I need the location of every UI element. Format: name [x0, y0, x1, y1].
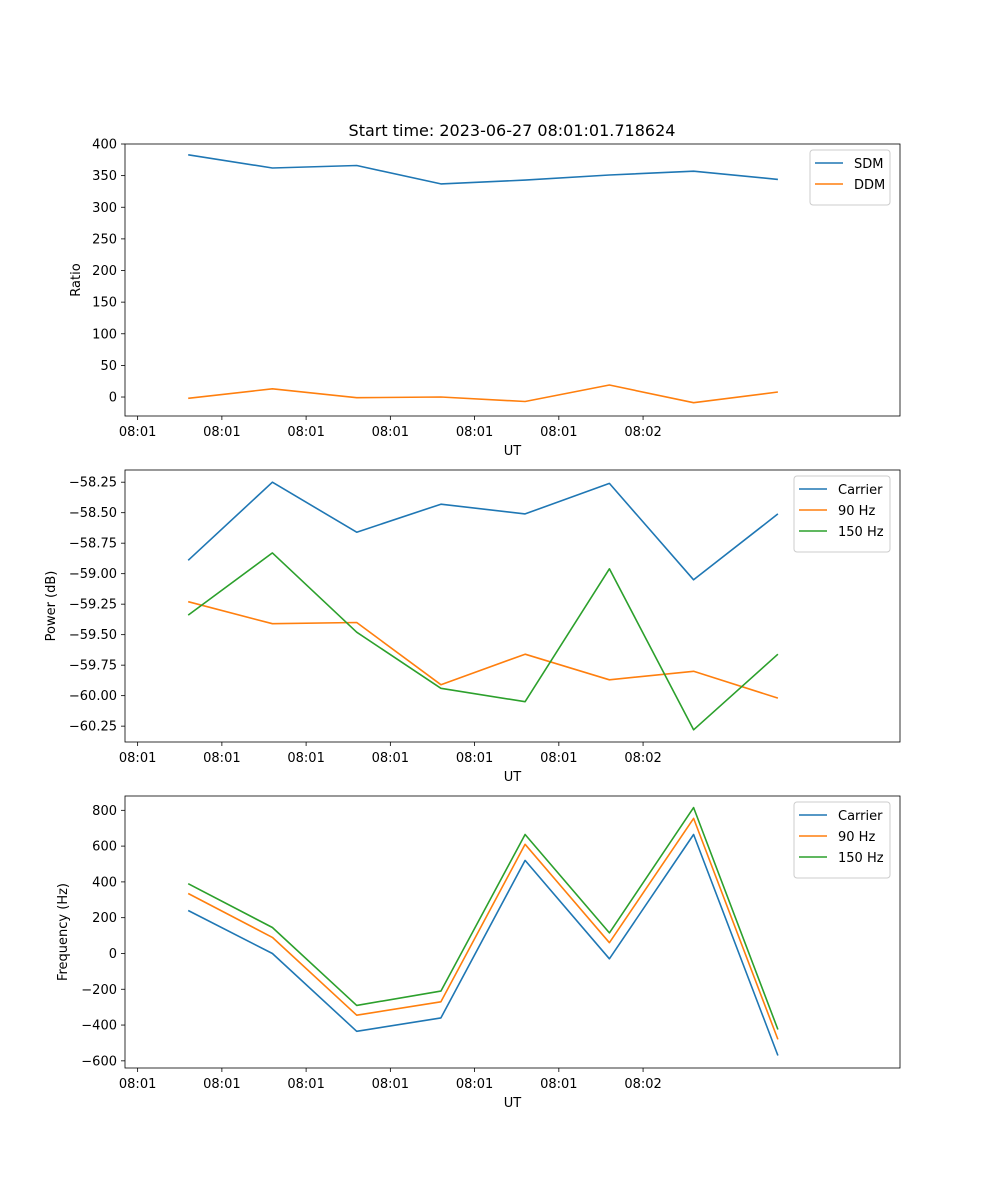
legend-label: 90 Hz [838, 504, 875, 519]
x-tick-label: 08:02 [624, 425, 661, 440]
axes-frame [124, 469, 901, 743]
y-tick-label: 200 [92, 264, 117, 279]
legend-label: DDM [854, 178, 885, 193]
legend: Carrier 90 Hz 150 Hz [793, 475, 891, 553]
x-tick-label: 08:01 [456, 1077, 493, 1092]
x-tick-label: 08:01 [119, 751, 156, 766]
y-tick-label: 150 [92, 296, 117, 311]
x-tick-label: 08:01 [372, 1077, 409, 1092]
legend: Carrier 90 Hz 150 Hz [793, 801, 891, 879]
legend: SDM DDM [809, 149, 891, 206]
y-tick-label: −400 [81, 1019, 117, 1034]
y-tick-label: 0 [109, 947, 117, 962]
x-tick-label: 08:02 [624, 1077, 661, 1092]
y-tick-label: −200 [81, 983, 117, 998]
x-tick-label: 08:01 [540, 751, 577, 766]
y-tick-label: 50 [100, 359, 117, 374]
legend-label: 90 Hz [838, 830, 875, 845]
legend-label: 150 Hz [838, 525, 884, 540]
x-tick-label: 08:01 [203, 1077, 240, 1092]
legend-box [793, 801, 891, 879]
y-tick-label: 100 [92, 327, 117, 342]
x-tick-label: 08:01 [203, 425, 240, 440]
y-tick-label: 600 [92, 840, 117, 855]
x-tick-label: 08:01 [540, 1077, 577, 1092]
x-tick-label: 08:01 [456, 751, 493, 766]
y-tick-label: −58.75 [69, 537, 117, 552]
legend-label: Carrier [838, 483, 883, 498]
x-axis-label: UT [504, 1096, 522, 1111]
x-axis-label: UT [504, 444, 522, 459]
axes-frame [124, 143, 901, 417]
y-tick-label: −58.50 [69, 506, 117, 521]
y-tick-label: 0 [109, 391, 117, 406]
legend-label: 150 Hz [838, 851, 884, 866]
legend-box [793, 475, 891, 553]
series-line-carrier [187, 833, 779, 1056]
figure-title: Start time: 2023-06-27 08:01:01.718624 [349, 121, 676, 140]
x-tick-label: 08:01 [287, 751, 324, 766]
x-tick-label: 08:01 [540, 425, 577, 440]
series-line-sdm [188, 154, 778, 185]
y-tick-label: 400 [92, 875, 117, 890]
legend-label: SDM [854, 157, 883, 172]
subplots: 08:01 08:01 08:01 08:01 08:01 08:01 08:02 0 50 10… [44, 138, 901, 1111]
x-tick-label: 08:02 [624, 751, 661, 766]
y-tick-label: 300 [92, 201, 117, 216]
series-line-90-hz [187, 600, 779, 699]
x-tick-label: 08:01 [119, 1077, 156, 1092]
x-tick-label: 08:01 [372, 425, 409, 440]
subplot-3: 08:01 08:01 08:01 08:01 08:01 08:01 08:02 800 60… [56, 795, 901, 1111]
series-line-150-hz [187, 552, 779, 731]
y-tick-label: −58.25 [69, 476, 117, 491]
y-tick-label: −600 [81, 1054, 117, 1069]
y-tick-label: 350 [92, 169, 117, 184]
y-tick-label: 800 [92, 804, 117, 819]
y-tick-label: 250 [92, 232, 117, 247]
x-tick-label: 08:01 [456, 425, 493, 440]
series-line-carrier [187, 481, 779, 581]
y-axis-label: Power (dB) [44, 571, 59, 642]
y-tick-label: −59.00 [69, 567, 117, 582]
y-tick-label: −59.50 [69, 628, 117, 643]
legend-label: Carrier [838, 809, 883, 824]
series-line-ddm [188, 384, 779, 404]
y-tick-label: −59.25 [69, 598, 117, 613]
y-tick-label: −60.00 [69, 689, 117, 704]
y-axis-label: Frequency (Hz) [56, 883, 71, 981]
x-tick-label: 08:01 [372, 751, 409, 766]
x-tick-label: 08:01 [119, 425, 156, 440]
x-tick-label: 08:01 [203, 751, 240, 766]
subplot-2: 08:01 08:01 08:01 08:01 08:01 08:01 08:02 −58.2… [44, 469, 901, 785]
y-tick-label: −59.75 [69, 659, 117, 674]
x-axis-label: UT [504, 770, 522, 785]
x-tick-label: 08:01 [287, 1077, 324, 1092]
series-line-90-hz [187, 817, 779, 1040]
x-tick-label: 08:01 [287, 425, 324, 440]
series-line-150-hz [187, 806, 779, 1030]
y-tick-label: 200 [92, 911, 117, 926]
axes-frame [124, 795, 901, 1069]
y-tick-label: 400 [92, 138, 117, 153]
subplot-1: 08:01 08:01 08:01 08:01 08:01 08:01 08:02 0 50 10… [69, 138, 901, 459]
y-axis-label: Ratio [69, 263, 84, 296]
y-tick-label: −60.25 [69, 720, 117, 735]
